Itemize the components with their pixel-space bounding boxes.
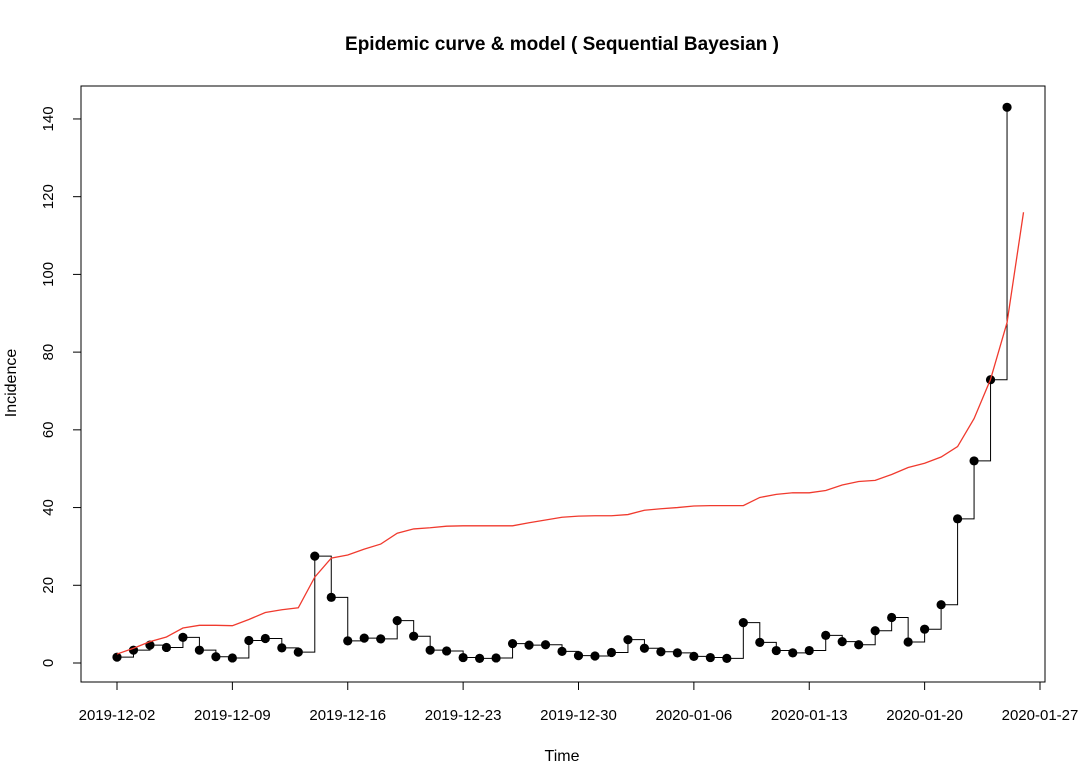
y-tick-label: 20 (40, 577, 57, 594)
observed-point (540, 640, 551, 650)
observed-point (293, 647, 303, 657)
x-tick-label: 2020-01-27 (1002, 707, 1079, 724)
observed-point (244, 635, 254, 646)
model-line (116, 212, 1025, 655)
observed-point (821, 630, 831, 641)
x-tick-label: 2019-12-02 (79, 707, 156, 724)
x-tick-label: 2019-12-30 (540, 707, 617, 724)
observed-point (854, 640, 864, 650)
observed-point (359, 633, 369, 643)
observed-point (952, 514, 963, 524)
observed-point (672, 648, 682, 658)
observed-point (689, 651, 699, 661)
y-axis-label: Incidence (3, 349, 20, 418)
x-axis-ticks: 2019-12-02 2019-12-09 2019-12-16 2019-12-23… (79, 682, 1079, 724)
observed-point (507, 638, 518, 649)
observed-point (705, 652, 715, 663)
observed-point (887, 612, 897, 623)
observed-point (458, 652, 468, 663)
observed-point (755, 637, 765, 648)
observed-point (442, 646, 452, 656)
observed-point (475, 653, 485, 663)
y-axis-ticks: 0 20 40 60 80 100 120 140 (40, 106, 81, 667)
observed-point (227, 653, 237, 663)
observed-point (326, 592, 336, 602)
observed-point (936, 600, 946, 610)
observed-point (639, 643, 650, 653)
observed-point (623, 635, 633, 645)
observed-point (771, 645, 781, 656)
y-tick-label: 60 (40, 421, 57, 438)
y-tick-label: 100 (40, 262, 57, 287)
observed-point (788, 648, 798, 658)
observed-point (211, 652, 221, 662)
series-layer (112, 102, 1025, 663)
y-tick-label: 120 (40, 184, 57, 209)
y-tick-label: 80 (40, 344, 57, 361)
y-tick-label: 140 (40, 106, 57, 131)
observed-point (310, 551, 320, 561)
observed-point (738, 617, 748, 628)
observed-point (392, 616, 402, 626)
x-tick-label: 2019-12-23 (425, 707, 502, 724)
observed-point (920, 624, 930, 634)
observed-step-line (117, 107, 1008, 659)
observed-point (194, 645, 205, 655)
observed-point (722, 653, 732, 663)
observed-point (524, 640, 534, 650)
observed-point (178, 632, 188, 642)
observed-point (425, 645, 435, 655)
observed-point (491, 653, 501, 663)
observed-point (969, 456, 979, 466)
observed-point (277, 643, 287, 653)
x-axis-label: Time (545, 748, 580, 765)
x-tick-label: 2020-01-20 (886, 707, 963, 724)
y-tick-label: 0 (40, 659, 57, 667)
y-tick-label: 40 (40, 499, 57, 516)
observed-point (590, 651, 600, 661)
observed-point (837, 637, 847, 647)
observed-point (656, 647, 666, 657)
observed-point (409, 631, 419, 641)
x-tick-label: 2020-01-13 (771, 707, 848, 724)
chart-title: Epidemic curve & model ( Sequential Baye… (345, 34, 779, 55)
observed-point (804, 645, 814, 656)
observed-point (376, 634, 386, 644)
observed-point (870, 626, 880, 636)
observed-point (1002, 102, 1012, 112)
observed-point (557, 646, 567, 656)
observed-point (343, 636, 353, 646)
x-tick-label: 2019-12-09 (194, 707, 271, 724)
observed-point (573, 651, 584, 661)
plot-frame (80, 85, 1046, 683)
observed-point (112, 652, 122, 662)
x-tick-label: 2019-12-16 (309, 707, 386, 724)
observed-point (903, 637, 913, 647)
observed-point (606, 647, 617, 658)
x-tick-label: 2020-01-06 (656, 707, 733, 724)
observed-point (161, 642, 172, 653)
observed-point (260, 633, 270, 644)
